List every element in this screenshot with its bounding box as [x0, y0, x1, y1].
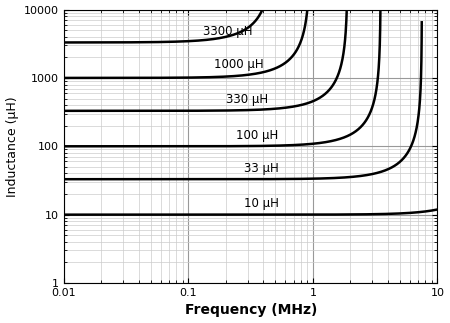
Text: 10 μH: 10 μH: [244, 197, 279, 210]
X-axis label: Frequency (MHz): Frequency (MHz): [184, 303, 317, 318]
Text: 3300 μH: 3300 μH: [202, 25, 252, 38]
Y-axis label: Inductance (μH): Inductance (μH): [5, 96, 18, 197]
Text: 100 μH: 100 μH: [236, 129, 278, 142]
Text: 330 μH: 330 μH: [226, 93, 268, 106]
Text: 33 μH: 33 μH: [244, 162, 279, 175]
Text: 1000 μH: 1000 μH: [214, 58, 264, 71]
